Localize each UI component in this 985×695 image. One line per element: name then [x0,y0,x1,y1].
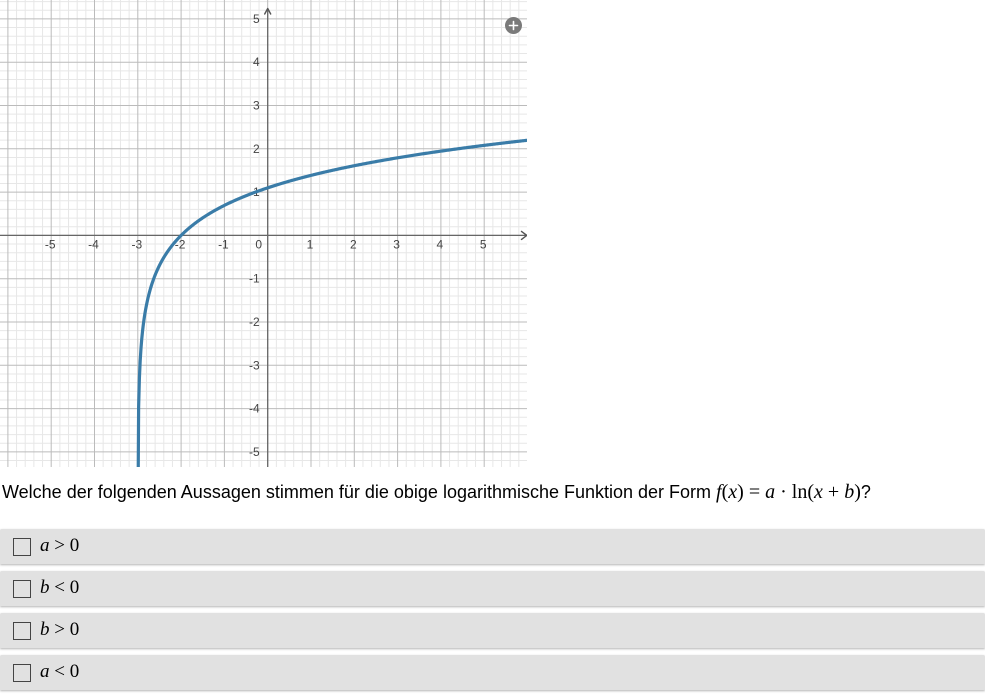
svg-text:2: 2 [253,142,260,156]
svg-text:-4: -4 [88,238,99,252]
svg-text:4: 4 [253,55,260,69]
svg-text:-1: -1 [249,272,260,286]
svg-text:5: 5 [253,12,260,26]
svg-text:1: 1 [307,238,314,252]
svg-text:4: 4 [437,238,444,252]
svg-text:5: 5 [480,238,487,252]
svg-text:-3: -3 [249,358,260,372]
svg-text:-1: -1 [218,238,229,252]
svg-text:-4: -4 [249,402,260,416]
svg-text:-5: -5 [249,445,260,459]
svg-text:0: 0 [255,238,262,252]
svg-text:3: 3 [393,238,400,252]
svg-text:-5: -5 [45,238,56,252]
svg-text:-2: -2 [249,315,260,329]
svg-text:3: 3 [253,99,260,113]
svg-text:2: 2 [350,238,357,252]
svg-text:-3: -3 [131,238,142,252]
